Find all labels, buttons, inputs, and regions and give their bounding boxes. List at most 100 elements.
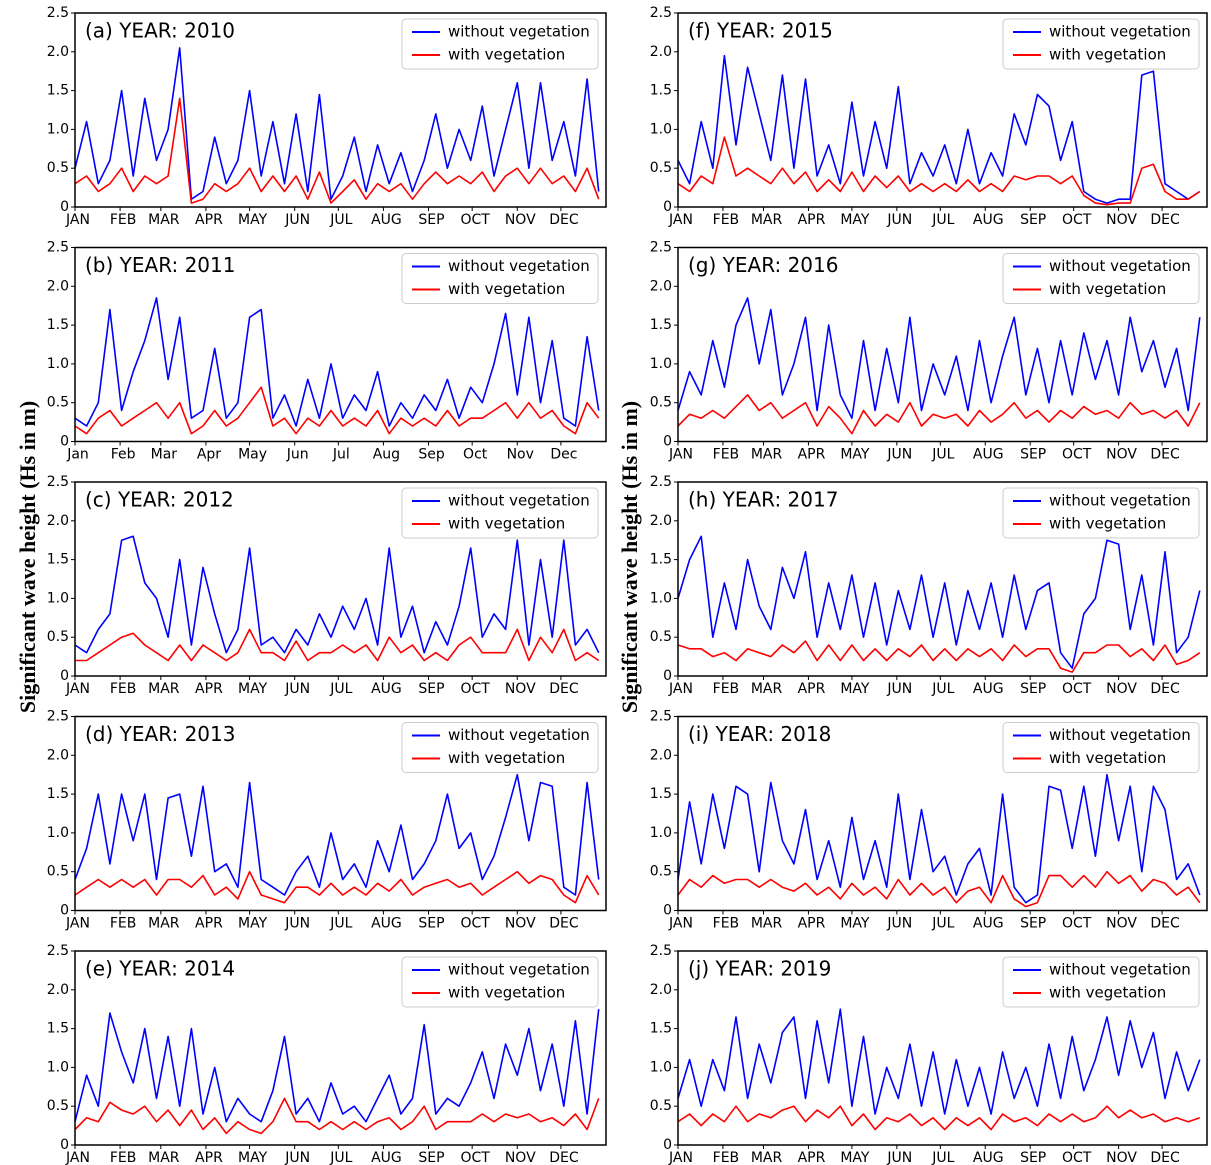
legend-label: with vegetation: [1049, 984, 1166, 1002]
series-line: [677, 535, 1201, 669]
x-tick-label: APR: [195, 916, 223, 932]
panel-title: (f) YEAR: 2015: [688, 19, 833, 43]
x-tick-label: Sep: [418, 447, 445, 463]
x-tick-label: SEP: [1020, 681, 1046, 697]
x-tick-label: NOV: [505, 212, 536, 228]
x-tick-label: JAN: [668, 212, 693, 228]
series-line: [677, 1008, 1201, 1115]
legend-box: [401, 487, 599, 539]
x-tick-label: MAR: [751, 1150, 783, 1165]
series-line: [75, 628, 600, 662]
y-tick-label: 1.0: [47, 825, 69, 841]
plot-frame: [677, 246, 1208, 443]
x-tick-label: MAY: [840, 916, 870, 932]
x-tick-label: DEC: [549, 212, 579, 228]
x-tick-label: APR: [798, 916, 826, 932]
x-tick-label: Apr: [197, 447, 221, 463]
y-tick-label: 0.5: [650, 160, 672, 176]
x-tick-label: JUN: [284, 1150, 310, 1165]
x-tick-label: JAN: [65, 1150, 90, 1165]
x-tick-label: SEP: [1020, 1150, 1046, 1165]
y-tick-label: 0: [663, 199, 672, 215]
y-tick-label: 1.5: [650, 552, 672, 568]
series-line: [74, 47, 600, 200]
x-tick-label: MAR: [751, 447, 783, 463]
x-tick-label: AUG: [371, 916, 402, 932]
y-tick-label: 0.5: [650, 864, 672, 880]
x-tick-label: APR: [798, 1150, 826, 1165]
y-tick-label: 0: [663, 434, 672, 450]
x-tick-label: DEC: [549, 916, 579, 932]
y-tick-label: 2.0: [650, 982, 672, 998]
x-tick-label: FEB: [110, 681, 137, 697]
x-tick-label: JAN: [65, 916, 90, 932]
y-tick-label: 1.0: [47, 590, 69, 606]
y-tick-label: 1.0: [650, 1059, 672, 1075]
panel-title: (b) YEAR: 2011: [85, 253, 235, 277]
x-tick-label: SEP: [1020, 916, 1046, 932]
x-tick-label: AUG: [371, 681, 402, 697]
series-line: [74, 870, 600, 904]
y-tick-label: 2.0: [650, 278, 672, 294]
y-tick-label: 1.5: [650, 83, 672, 99]
y-tick-label: 1.0: [47, 1059, 69, 1075]
legend-label: without vegetation: [1049, 257, 1191, 275]
x-tick-label: OCT: [1062, 1150, 1092, 1165]
x-tick-label: NOV: [505, 1150, 536, 1165]
x-tick-label: JUL: [931, 681, 954, 697]
series-line: [74, 386, 600, 435]
y-tick-label: 2.5: [47, 943, 69, 959]
x-tick-label: NOV: [1106, 916, 1137, 932]
x-tick-label: JUL: [931, 447, 954, 463]
x-tick-label: OCT: [1062, 212, 1092, 228]
legend-box: [401, 18, 599, 70]
x-tick-label: JUL: [329, 212, 352, 228]
y-tick-label: 0: [663, 668, 672, 684]
y-tick-label: 2.5: [650, 709, 672, 725]
plot-frame: [74, 950, 607, 1146]
x-tick-label: DEC: [1150, 681, 1180, 697]
y-tick-label: 2.5: [47, 240, 69, 256]
x-tick-label: MAY: [238, 916, 268, 932]
x-tick-label: OCT: [1062, 447, 1092, 463]
x-tick-label: MAR: [751, 916, 783, 932]
x-tick-label: JAN: [668, 447, 693, 463]
y-tick-label: 2.5: [47, 709, 69, 725]
x-tick-label: JAN: [668, 916, 693, 932]
legend-box: [1002, 253, 1200, 304]
x-tick-label: SEP: [1020, 212, 1046, 228]
legend-box: [401, 253, 599, 304]
y-tick-label: 0: [663, 903, 672, 919]
legend-label: with vegetation: [448, 280, 565, 298]
y-tick-label: 2.0: [650, 44, 672, 60]
y-axis-label: Significant wave height (Hs in m): [15, 401, 40, 713]
y-tick-label: 2.0: [47, 44, 69, 60]
x-tick-label: FEB: [713, 916, 740, 932]
x-tick-label: JUN: [886, 212, 912, 228]
plot-frame: [74, 12, 607, 208]
panel-title: (a) YEAR: 2010: [85, 19, 235, 43]
x-tick-label: MAR: [148, 916, 180, 932]
y-tick-label: 0: [60, 668, 69, 684]
x-tick-label: May: [238, 447, 267, 463]
x-tick-label: JUL: [329, 1150, 352, 1165]
x-tick-label: OCT: [460, 916, 490, 932]
plot-frame: [74, 481, 607, 677]
series-line: [677, 394, 1201, 435]
y-tick-label: 2.5: [650, 474, 672, 490]
legend-label: without vegetation: [448, 23, 590, 41]
legend-label: with vegetation: [448, 515, 565, 533]
legend-label: without vegetation: [1049, 23, 1191, 41]
legend-label: without vegetation: [1049, 961, 1191, 979]
x-tick-label: NOV: [505, 681, 536, 697]
x-tick-label: JUN: [284, 681, 310, 697]
panel-title: (e) YEAR: 2014: [85, 957, 235, 981]
x-tick-label: MAR: [148, 212, 180, 228]
series-line: [74, 535, 600, 654]
x-tick-label: MAY: [238, 1150, 268, 1165]
series-line: [74, 1009, 600, 1123]
x-tick-label: JAN: [668, 681, 693, 697]
x-tick-label: FEB: [713, 681, 740, 697]
y-tick-label: 2.5: [650, 5, 672, 21]
